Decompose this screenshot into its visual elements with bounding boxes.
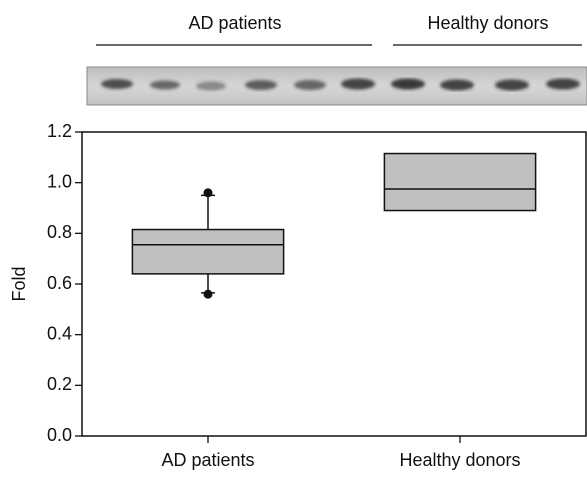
y-tick-label: 0.4 — [47, 323, 72, 343]
y-tick-label: 1.2 — [47, 121, 72, 141]
header-label: Healthy donors — [427, 13, 548, 33]
box — [384, 154, 535, 211]
outlier — [204, 188, 213, 197]
x-tick-label: Healthy donors — [399, 450, 520, 470]
blot-image — [87, 67, 587, 105]
y-tick-label: 1.0 — [47, 171, 72, 191]
y-axis-label: Fold — [9, 266, 29, 301]
y-tick-label: 0.6 — [47, 273, 72, 293]
box — [132, 230, 283, 274]
y-tick-label: 0.8 — [47, 222, 72, 242]
outlier — [204, 290, 213, 299]
y-tick-label: 0.2 — [47, 374, 72, 394]
chart: AD patients Healthy donors Fold 0.0 0.2 0.… — [0, 0, 587, 472]
y-tick-label: 0.0 — [47, 425, 72, 445]
header-label: AD patients — [188, 13, 281, 33]
x-tick-label: AD patients — [161, 450, 254, 470]
